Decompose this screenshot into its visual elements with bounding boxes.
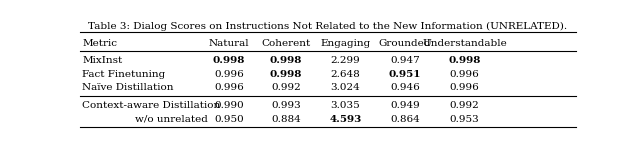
Text: 2.299: 2.299 xyxy=(330,56,360,65)
Text: 0.998: 0.998 xyxy=(212,56,245,65)
Text: Context-aware Distillation: Context-aware Distillation xyxy=(83,101,221,110)
Text: 0.996: 0.996 xyxy=(214,83,244,92)
Text: 0.947: 0.947 xyxy=(390,56,420,65)
Text: 3.035: 3.035 xyxy=(330,101,360,110)
Text: 0.998: 0.998 xyxy=(269,69,302,78)
Text: 0.864: 0.864 xyxy=(390,115,420,124)
Text: MixInst: MixInst xyxy=(83,56,123,65)
Text: Table 3: Dialog Scores on Instructions Not Related to the New Information (UΝREL: Table 3: Dialog Scores on Instructions N… xyxy=(88,21,568,31)
Text: 0.990: 0.990 xyxy=(214,101,244,110)
Text: Coherent: Coherent xyxy=(261,39,310,48)
Text: 0.951: 0.951 xyxy=(388,69,421,78)
Text: 0.998: 0.998 xyxy=(269,56,302,65)
Text: Metric: Metric xyxy=(83,39,118,48)
Text: 0.953: 0.953 xyxy=(449,115,479,124)
Text: w/o unrelated: w/o unrelated xyxy=(135,115,208,124)
Text: Understandable: Understandable xyxy=(422,39,507,48)
Text: 0.992: 0.992 xyxy=(449,101,479,110)
Text: Grounded: Grounded xyxy=(379,39,431,48)
Text: 0.946: 0.946 xyxy=(390,83,420,92)
Text: Fact Finetuning: Fact Finetuning xyxy=(83,69,166,78)
Text: Engaging: Engaging xyxy=(320,39,371,48)
Text: 0.949: 0.949 xyxy=(390,101,420,110)
Text: 0.993: 0.993 xyxy=(271,101,301,110)
Text: 0.996: 0.996 xyxy=(449,69,479,78)
Text: 4.593: 4.593 xyxy=(329,115,362,124)
Text: 2.648: 2.648 xyxy=(330,69,360,78)
Text: 0.996: 0.996 xyxy=(214,69,244,78)
Text: 3.024: 3.024 xyxy=(330,83,360,92)
Text: 0.950: 0.950 xyxy=(214,115,244,124)
Text: Natural: Natural xyxy=(209,39,249,48)
Text: 0.998: 0.998 xyxy=(448,56,481,65)
Text: 0.992: 0.992 xyxy=(271,83,301,92)
Text: Naïve Distillation: Naïve Distillation xyxy=(83,83,174,92)
Text: 0.996: 0.996 xyxy=(449,83,479,92)
Text: 0.884: 0.884 xyxy=(271,115,301,124)
